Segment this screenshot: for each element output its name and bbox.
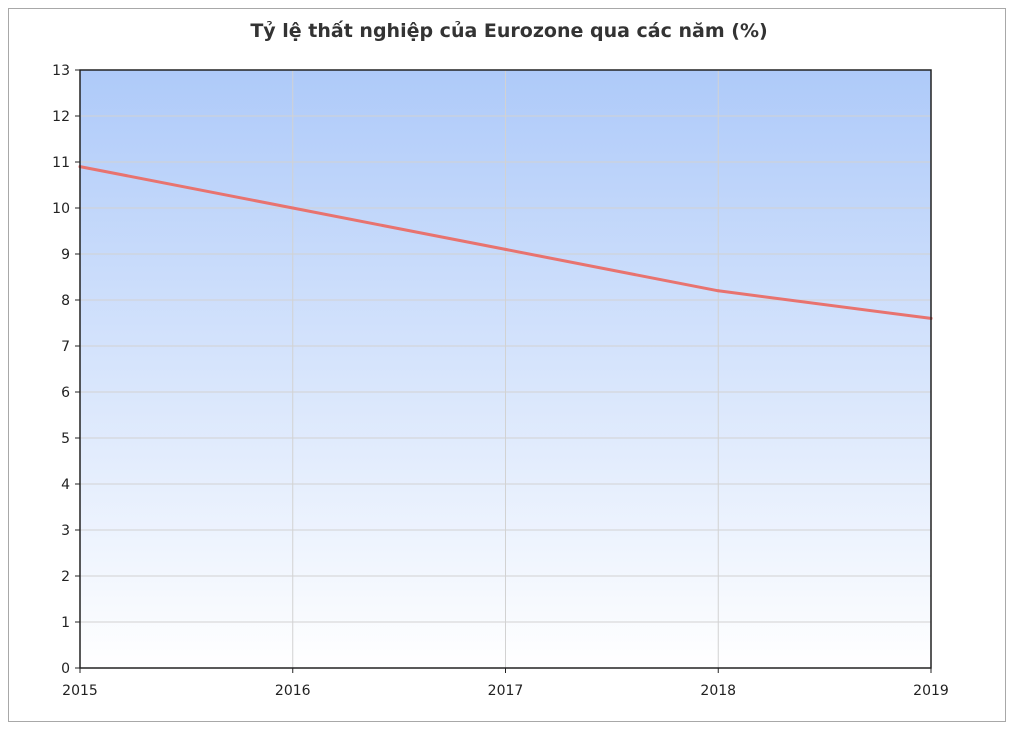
data-point [504,247,507,251]
x-tick-label: 2018 [700,683,736,699]
y-tick-label: 3 [61,523,70,539]
data-point [291,206,295,210]
y-tick-label: 2 [61,569,70,585]
chart-title: Tỷ lệ thất nghiệp của Eurozone qua các n… [250,20,768,42]
y-tick-label: 6 [61,385,70,401]
x-tick-label: 2017 [488,683,524,699]
y-tick-label: 8 [61,293,70,309]
x-axis: 2015 2016 2017 2018 2019 [62,668,949,699]
y-tick-label: 13 [52,63,70,79]
y-tick-label: 1 [61,615,70,631]
y-tick-label: 10 [52,201,70,217]
x-tick-label: 2016 [275,683,311,699]
data-point [716,289,720,293]
y-tick-label: 12 [52,109,70,125]
x-tick-label: 2015 [62,683,98,699]
y-tick-label: 7 [61,339,70,355]
y-tick-label: 11 [52,155,70,171]
y-tick-label: 5 [61,431,70,447]
y-tick-label: 0 [61,661,70,677]
y-tick-label: 9 [61,247,70,263]
y-tick-label: 4 [61,477,70,493]
x-tick-label: 2019 [913,683,949,699]
